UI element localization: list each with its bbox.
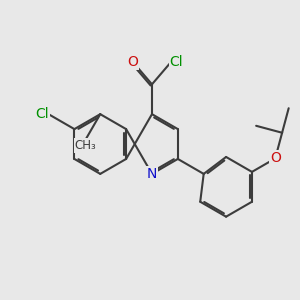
Text: N: N <box>147 167 157 181</box>
Text: Cl: Cl <box>169 55 183 69</box>
Text: CH₃: CH₃ <box>74 139 96 152</box>
Text: Cl: Cl <box>35 107 49 121</box>
Text: O: O <box>127 55 138 69</box>
Text: O: O <box>270 152 281 166</box>
